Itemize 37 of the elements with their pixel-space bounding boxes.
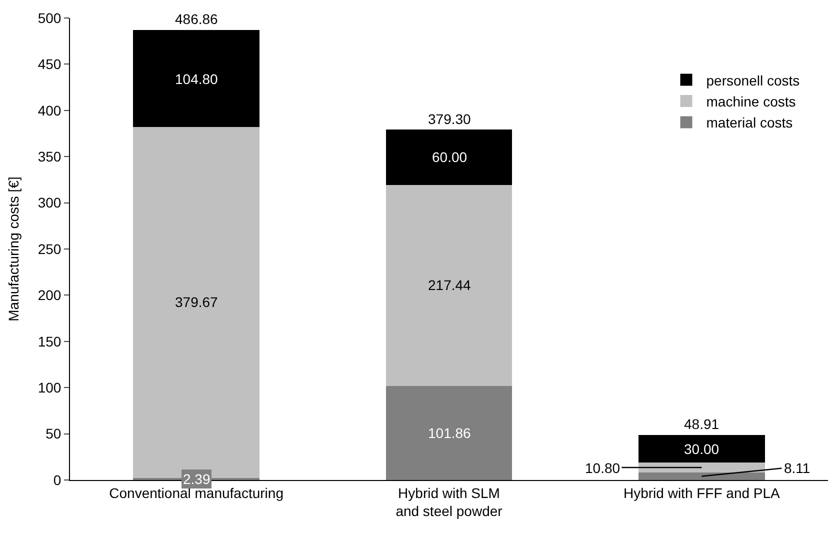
bar [638, 462, 765, 473]
data-label: 30.00 [684, 441, 720, 457]
data-label: 2.39 [183, 471, 210, 487]
y-tick-label: 0 [53, 472, 62, 488]
y-tick-label: 200 [38, 287, 62, 304]
total-label: 379.30 [428, 111, 472, 127]
y-tick-label: 150 [38, 333, 62, 350]
y-tick-label: 50 [46, 426, 62, 442]
y-tick-label: 250 [38, 240, 62, 257]
y-tick-label: 450 [38, 56, 62, 72]
legend-label: personell costs [706, 72, 800, 88]
y-tick-label: 400 [38, 102, 62, 118]
legend-label: machine costs [706, 93, 796, 110]
data-label: 217.44 [428, 277, 472, 293]
data-label: 60.00 [432, 149, 468, 165]
bar [386, 386, 512, 480]
x-tick-label: Hybrid with FFF and PLA [623, 484, 781, 501]
total-label: 48.91 [684, 416, 720, 432]
bar [638, 434, 765, 463]
data-label: 379.67 [175, 294, 218, 310]
y-tick-label: 100 [38, 380, 62, 396]
bar [638, 472, 765, 480]
data-label: 104.80 [175, 71, 218, 87]
data-label: 8.11 [784, 460, 810, 476]
y-axis-title: Manufacturing costs [€] [5, 176, 22, 322]
y-tick-label: 300 [38, 194, 62, 211]
data-label: 101.86 [428, 425, 472, 441]
x-tick-label: Conventional manufacturing [109, 484, 284, 501]
bar [133, 30, 260, 127]
y-tick-label: 350 [38, 148, 62, 164]
legend-label: material costs [706, 114, 793, 131]
x-tick-label: Hybrid with SLM and steel powder [396, 484, 503, 519]
bar [386, 130, 512, 185]
data-label: 10.80 [585, 460, 620, 476]
total-label: 486.86 [175, 11, 218, 27]
bar [386, 184, 512, 386]
y-tick-label: 500 [38, 10, 62, 26]
